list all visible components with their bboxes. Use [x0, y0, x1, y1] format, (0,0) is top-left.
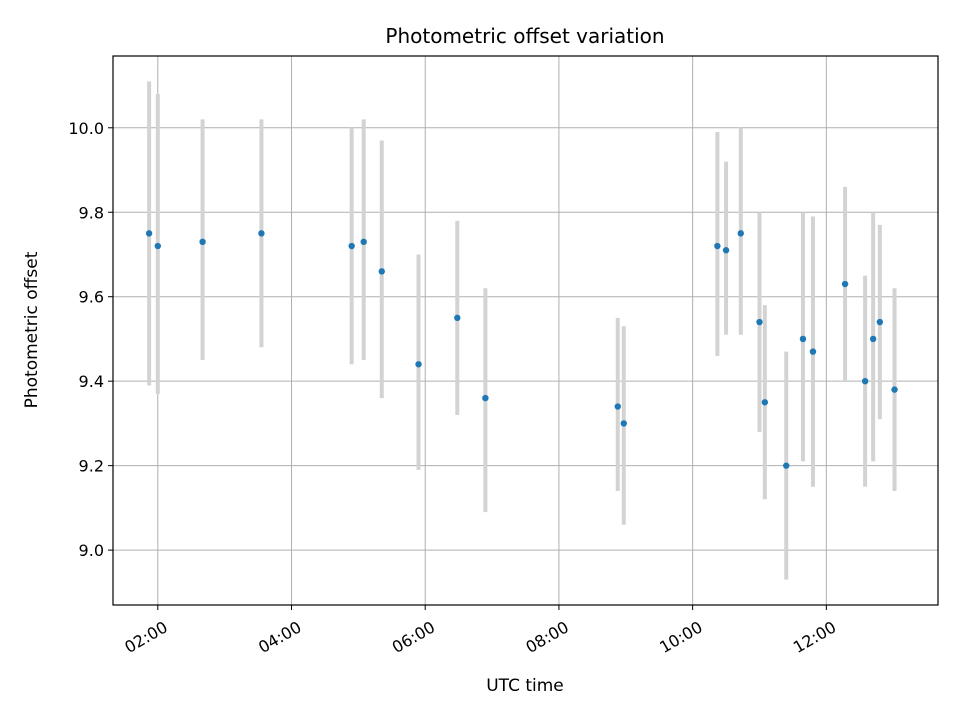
data-point	[761, 399, 769, 406]
data-point	[783, 462, 790, 469]
y-tick-label: 9.0	[79, 541, 104, 560]
data-point	[756, 318, 763, 326]
data-points	[145, 230, 898, 469]
data-point	[869, 335, 877, 343]
data-point	[737, 230, 744, 237]
y-tick-label: 9.8	[79, 203, 104, 222]
y-tick-label: 10.0	[68, 119, 104, 138]
data-point	[145, 230, 153, 237]
data-point	[154, 242, 161, 250]
data-point	[199, 238, 206, 246]
y-tick-label: 9.4	[79, 372, 104, 391]
chart-title: Photometric offset variation	[385, 24, 664, 48]
data-point	[809, 348, 817, 355]
data-point	[360, 238, 367, 246]
x-axis-title: UTC time	[486, 676, 564, 696]
data-point	[415, 361, 422, 368]
y-axis-title: Photometric offset	[22, 251, 42, 408]
data-point	[722, 247, 730, 254]
data-point	[482, 394, 489, 402]
data-point	[258, 230, 265, 237]
y-axis: 9.0 9.2 9.4 9.6 9.8 10.0	[68, 119, 113, 560]
data-point	[454, 314, 461, 322]
data-point	[714, 242, 721, 250]
data-point	[799, 335, 807, 343]
y-tick-label: 9.6	[79, 288, 104, 307]
data-point	[891, 386, 898, 393]
data-point	[620, 420, 627, 427]
data-point	[841, 280, 849, 288]
data-point	[378, 268, 385, 275]
data-point	[876, 318, 884, 326]
plot-frame	[112, 55, 939, 606]
grid	[113, 56, 938, 605]
data-point	[348, 242, 355, 250]
data-point	[861, 377, 869, 385]
y-tick-label: 9.2	[79, 457, 104, 476]
data-point	[614, 403, 621, 410]
